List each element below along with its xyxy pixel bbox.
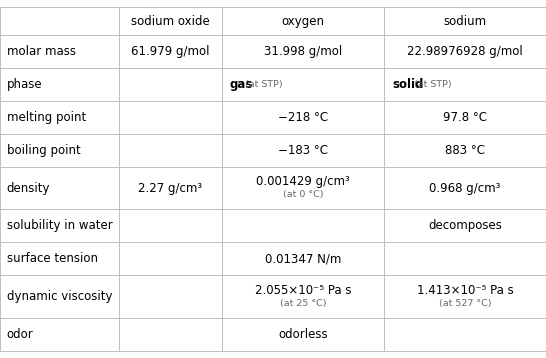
Text: 2.055×10⁻⁵ Pa s: 2.055×10⁻⁵ Pa s — [254, 284, 351, 297]
Text: odor: odor — [7, 328, 33, 341]
Text: (at 25 °C): (at 25 °C) — [280, 299, 326, 308]
Text: surface tension: surface tension — [7, 252, 98, 265]
Text: (at STP): (at STP) — [414, 80, 452, 89]
Text: solid: solid — [392, 78, 423, 91]
Text: sodium oxide: sodium oxide — [131, 15, 210, 28]
Text: boiling point: boiling point — [7, 144, 80, 157]
Text: 0.01347 N/m: 0.01347 N/m — [265, 252, 341, 265]
Text: sodium: sodium — [443, 15, 486, 28]
Text: decomposes: decomposes — [428, 219, 502, 232]
Text: 22.98976928 g/mol: 22.98976928 g/mol — [407, 45, 523, 58]
Text: solubility in water: solubility in water — [7, 219, 112, 232]
Text: oxygen: oxygen — [281, 15, 324, 28]
Text: (at STP): (at STP) — [245, 80, 282, 89]
Text: (at 527 °C): (at 527 °C) — [438, 299, 491, 308]
Text: (at 0 °C): (at 0 °C) — [282, 190, 323, 199]
Text: 61.979 g/mol: 61.979 g/mol — [131, 45, 210, 58]
Text: −218 °C: −218 °C — [278, 111, 328, 124]
Text: 2.27 g/cm³: 2.27 g/cm³ — [138, 182, 203, 194]
Text: dynamic viscosity: dynamic viscosity — [7, 290, 112, 303]
Text: 97.8 °C: 97.8 °C — [443, 111, 487, 124]
Text: odorless: odorless — [278, 328, 328, 341]
Text: 0.968 g/cm³: 0.968 g/cm³ — [429, 182, 501, 194]
Text: 1.413×10⁻⁵ Pa s: 1.413×10⁻⁵ Pa s — [417, 284, 513, 297]
Text: melting point: melting point — [7, 111, 86, 124]
Text: density: density — [7, 182, 50, 194]
Text: molar mass: molar mass — [7, 45, 75, 58]
Text: 883 °C: 883 °C — [445, 144, 485, 157]
Text: −183 °C: −183 °C — [278, 144, 328, 157]
Text: gas: gas — [230, 78, 253, 91]
Text: phase: phase — [7, 78, 42, 91]
Text: 31.998 g/mol: 31.998 g/mol — [264, 45, 342, 58]
Text: 0.001429 g/cm³: 0.001429 g/cm³ — [256, 175, 349, 188]
